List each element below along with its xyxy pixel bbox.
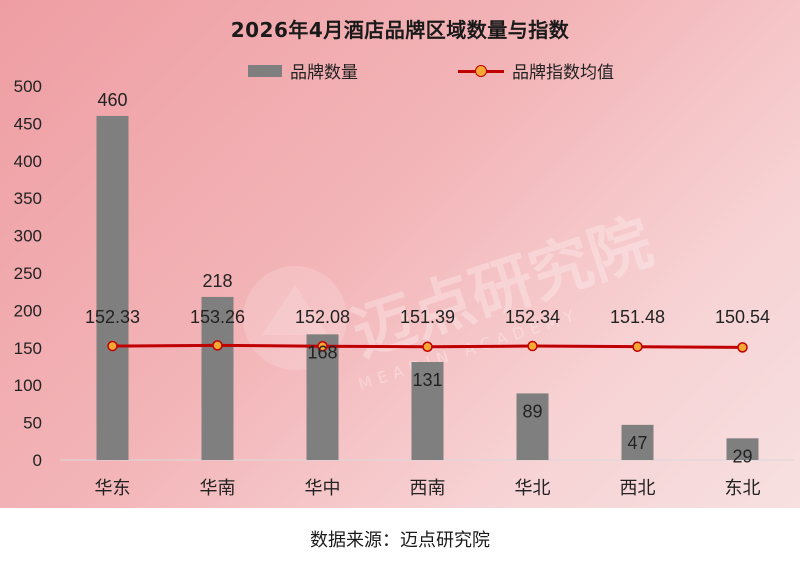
index-marker-西南: [422, 341, 433, 353]
index-label: 152.08: [295, 307, 350, 327]
index-label: 152.33: [85, 307, 140, 327]
bar-华中: [306, 334, 339, 460]
x-tick-label: 华中: [305, 478, 341, 499]
index-marker-西北: [632, 341, 643, 352]
bar-value-label: 47: [627, 433, 647, 453]
legend-bar-swatch: [248, 64, 282, 77]
y-tick-label: 450: [14, 114, 42, 133]
index-label: 150.54: [715, 307, 770, 327]
index-label: 151.48: [610, 307, 665, 327]
x-tick-label: 西南: [410, 478, 446, 499]
y-tick-label: 200: [14, 301, 42, 320]
y-tick-label: 500: [14, 77, 42, 96]
y-tick-label: 50: [23, 414, 42, 433]
y-tick-label: 100: [14, 376, 42, 395]
bar-华南: [201, 296, 234, 460]
chart-panel: 2026年4月酒店品牌区域数量与指数 品牌数量 品牌指数均值 迈点研究院 MEAD…: [0, 0, 800, 508]
bar-东北: [726, 438, 759, 460]
bar-value-label: 218: [202, 271, 232, 291]
index-label: 151.39: [400, 307, 455, 327]
index-marker-华中: [317, 340, 328, 352]
bar-value-label: 89: [522, 401, 542, 421]
watermark-logo-mark: [262, 285, 328, 335]
x-tick-label: 西北: [620, 478, 656, 499]
y-tick-label: 400: [14, 152, 42, 171]
bar-value-label: 131: [412, 370, 442, 390]
index-marker-华北: [527, 340, 538, 352]
y-tick-label: 350: [14, 189, 42, 208]
y-tick-label: 300: [14, 227, 42, 246]
y-tick-label: 250: [14, 264, 42, 283]
x-tick-label: 东北: [725, 478, 761, 499]
bar-华东: [96, 115, 129, 461]
index-label: 152.34: [505, 307, 560, 327]
index-marker-华南: [212, 340, 223, 351]
chart-title: 2026年4月酒店品牌区域数量与指数: [230, 18, 570, 42]
bar-西南: [411, 362, 444, 460]
bar-西北: [621, 424, 654, 460]
x-tick-label: 华东: [95, 478, 131, 499]
legend-item-brand-index: 品牌指数均值: [458, 58, 614, 83]
y-tick-label: 150: [14, 339, 42, 358]
legend: 品牌数量 品牌指数均值: [0, 58, 800, 83]
x-tick-label: 华北: [515, 478, 551, 499]
index-marker-华东: [107, 340, 118, 352]
bar-value-label: 29: [732, 446, 752, 466]
y-tick-label: 0: [33, 451, 42, 470]
legend-line-swatch: [458, 64, 504, 78]
bar-value-label: 168: [307, 342, 337, 362]
data-source: 数据来源：迈点研究院: [310, 530, 490, 551]
legend-item-brand-count: 品牌数量: [248, 58, 358, 83]
legend-label-brand-index: 品牌指数均值: [512, 63, 614, 83]
x-tick-label: 华南: [200, 478, 236, 499]
index-marker-东北: [737, 342, 748, 353]
legend-label-brand-count: 品牌数量: [290, 63, 358, 83]
bar-value-label: 460: [97, 90, 127, 110]
index-label: 153.26: [190, 307, 245, 327]
bar-华北: [516, 393, 549, 460]
